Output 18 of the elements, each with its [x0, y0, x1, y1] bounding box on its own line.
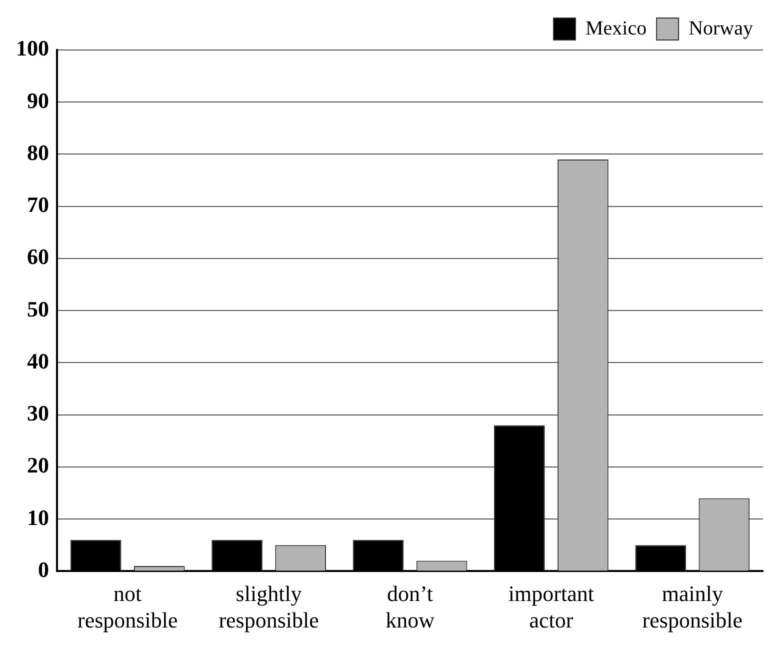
x-tick-label: important actor	[508, 581, 594, 633]
x-tick-label: don’t know	[386, 581, 435, 633]
y-tick-label: 100	[16, 36, 49, 61]
legend-label: Mexico	[585, 17, 647, 40]
legend-label: Norway	[688, 17, 754, 40]
y-tick-label: 50	[27, 296, 49, 322]
y-tick-label: 60	[27, 244, 49, 270]
y-tick-label: 80	[27, 140, 49, 165]
y-tick-label: 10	[27, 504, 49, 530]
x-tick-label: slightly responsible	[218, 581, 319, 633]
y-tick-label: 90	[27, 88, 49, 113]
y-tick-label: 20	[27, 452, 49, 478]
x-tick-label: mainly responsible	[642, 581, 742, 633]
x-tick-label: not responsible	[78, 581, 178, 633]
y-tick-label: 40	[27, 348, 49, 374]
y-tick-label: 70	[27, 192, 49, 218]
y-tick-label: 0	[38, 556, 49, 582]
y-tick-label: 30	[27, 400, 49, 426]
